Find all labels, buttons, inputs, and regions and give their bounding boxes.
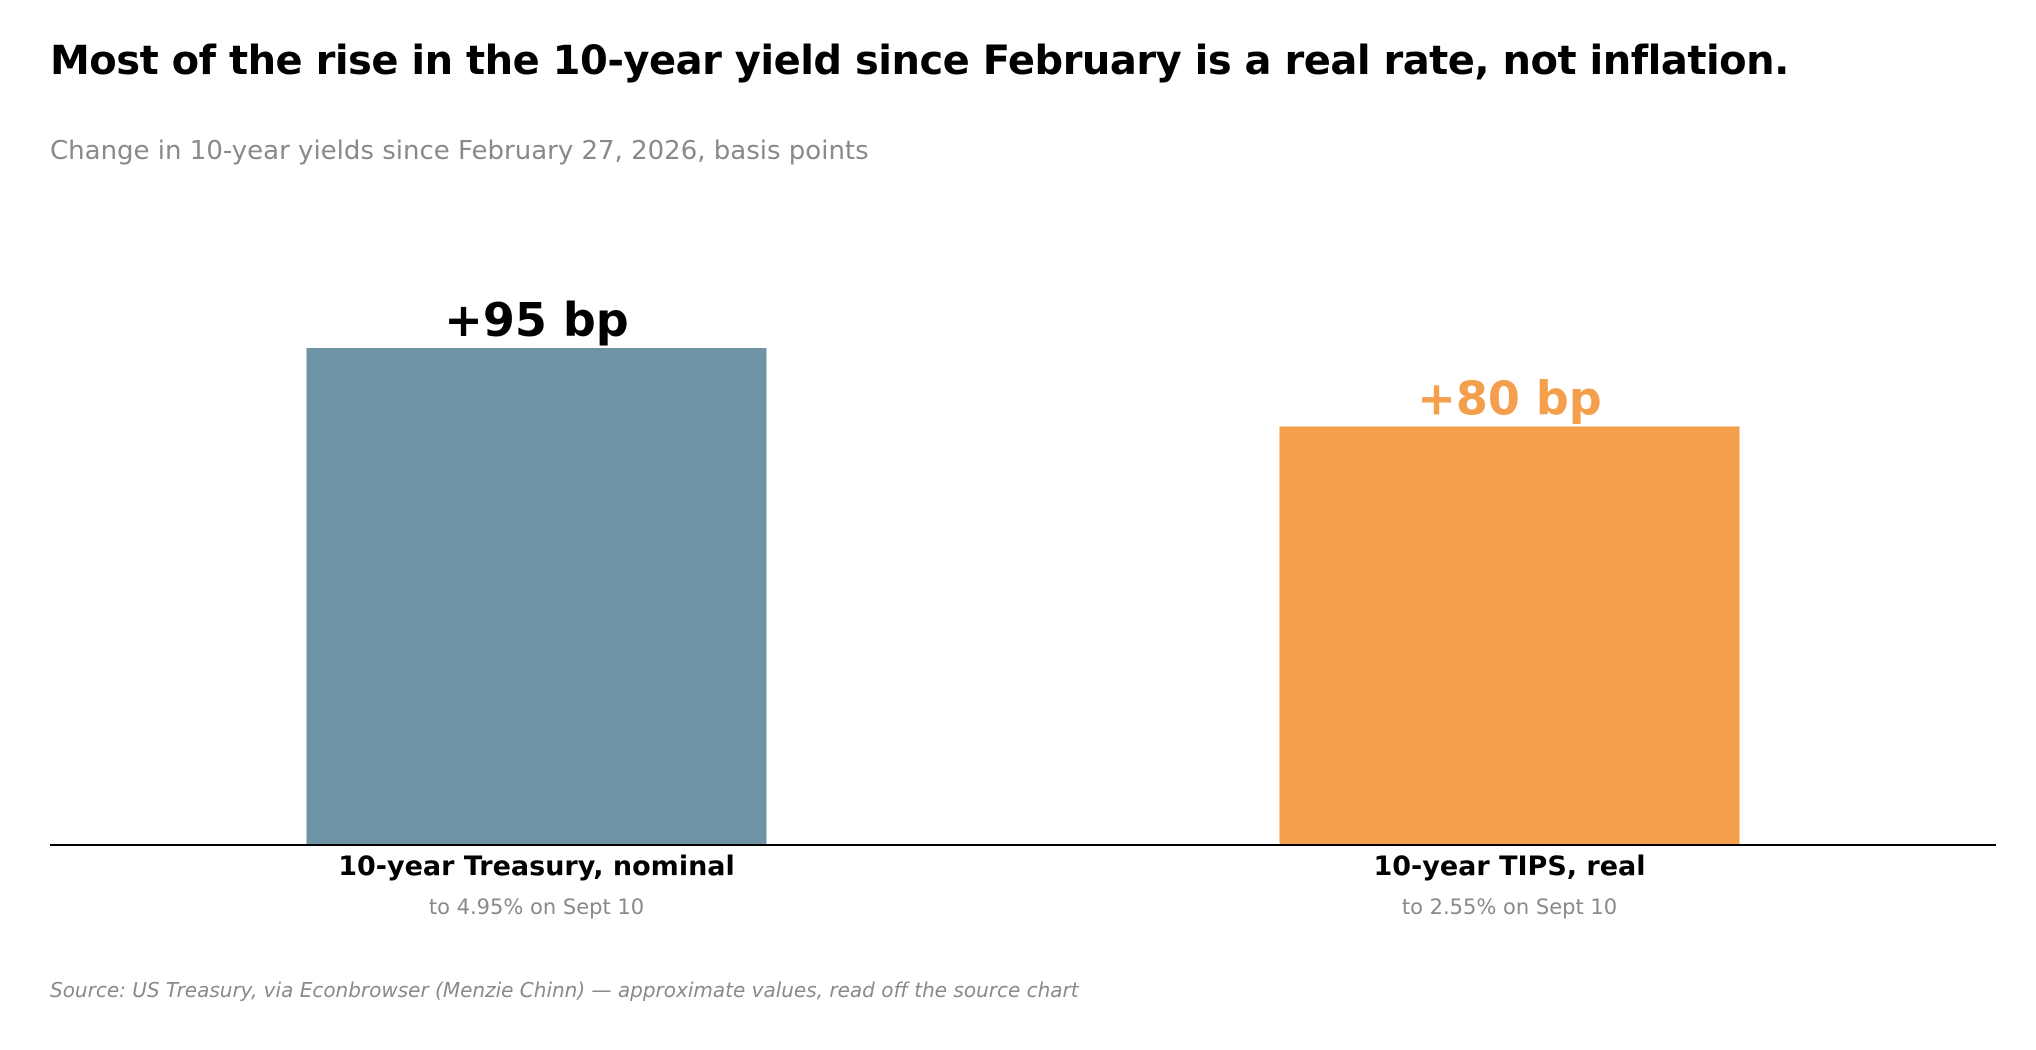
- source-note: Source: US Treasury, via Econbrowser (Me…: [50, 978, 1079, 1002]
- bars-group: +95 bp 10-year Treasury, nominal to 4.95% …: [306, 293, 1740, 919]
- chart-title: Most of the rise in the 10-year yield si…: [50, 38, 1789, 84]
- bar-1: [1279, 426, 1740, 845]
- value-label-0: +95 bp: [444, 293, 628, 347]
- category-label-0: 10-year Treasury, nominal: [338, 851, 735, 882]
- value-label-1: +80 bp: [1417, 371, 1601, 425]
- bar-0: [306, 348, 767, 845]
- category-note-0: to 4.95% on Sept 10: [429, 895, 644, 919]
- category-label-1: 10-year TIPS, real: [1373, 851, 1645, 882]
- chart-subtitle: Change in 10-year yields since February …: [50, 136, 869, 166]
- category-note-1: to 2.55% on Sept 10: [1402, 895, 1617, 919]
